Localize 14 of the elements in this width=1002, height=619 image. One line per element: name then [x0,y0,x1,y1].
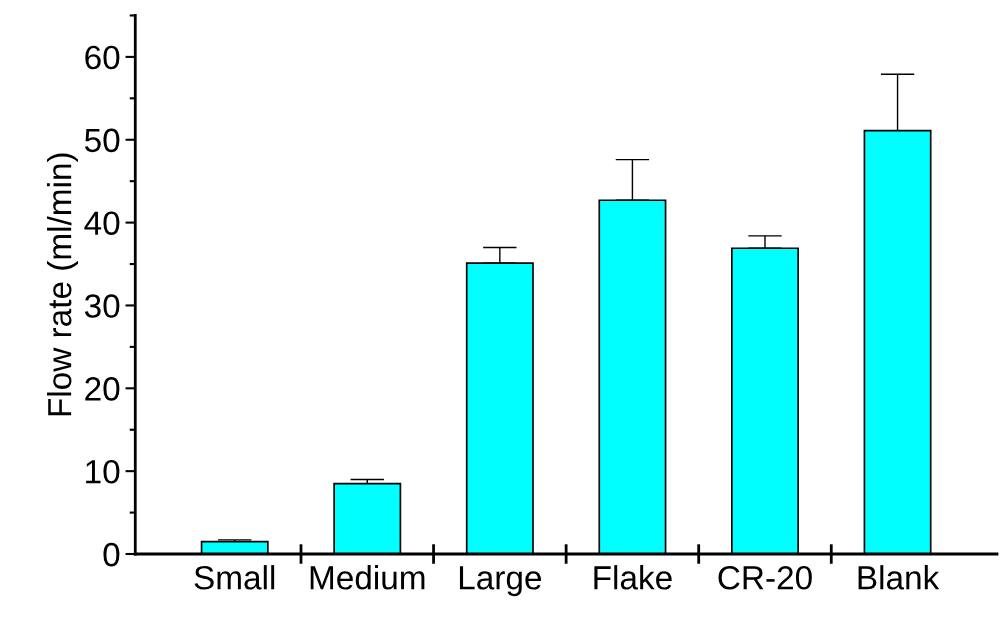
y-tick-label: 60 [85,45,120,70]
x-tick-label: CR-20 [718,566,812,590]
y-tick-label: 0 [103,542,120,567]
x-tick-label: Large [459,566,541,597]
y-tick-label: 20 [85,377,120,401]
y-tick-label: 30 [84,294,120,318]
x-tick-label: Blank [858,565,940,590]
y-axis-title: Flow rate (ml/min) [46,153,79,416]
y-tick-label: 10 [86,459,120,484]
y-tick-label: 40 [84,211,120,236]
x-tick-label: Medium [310,565,425,590]
y-tick-label: 50 [84,128,120,153]
x-tick-label: Small [194,565,275,590]
x-tick-label: Flake [594,565,672,590]
